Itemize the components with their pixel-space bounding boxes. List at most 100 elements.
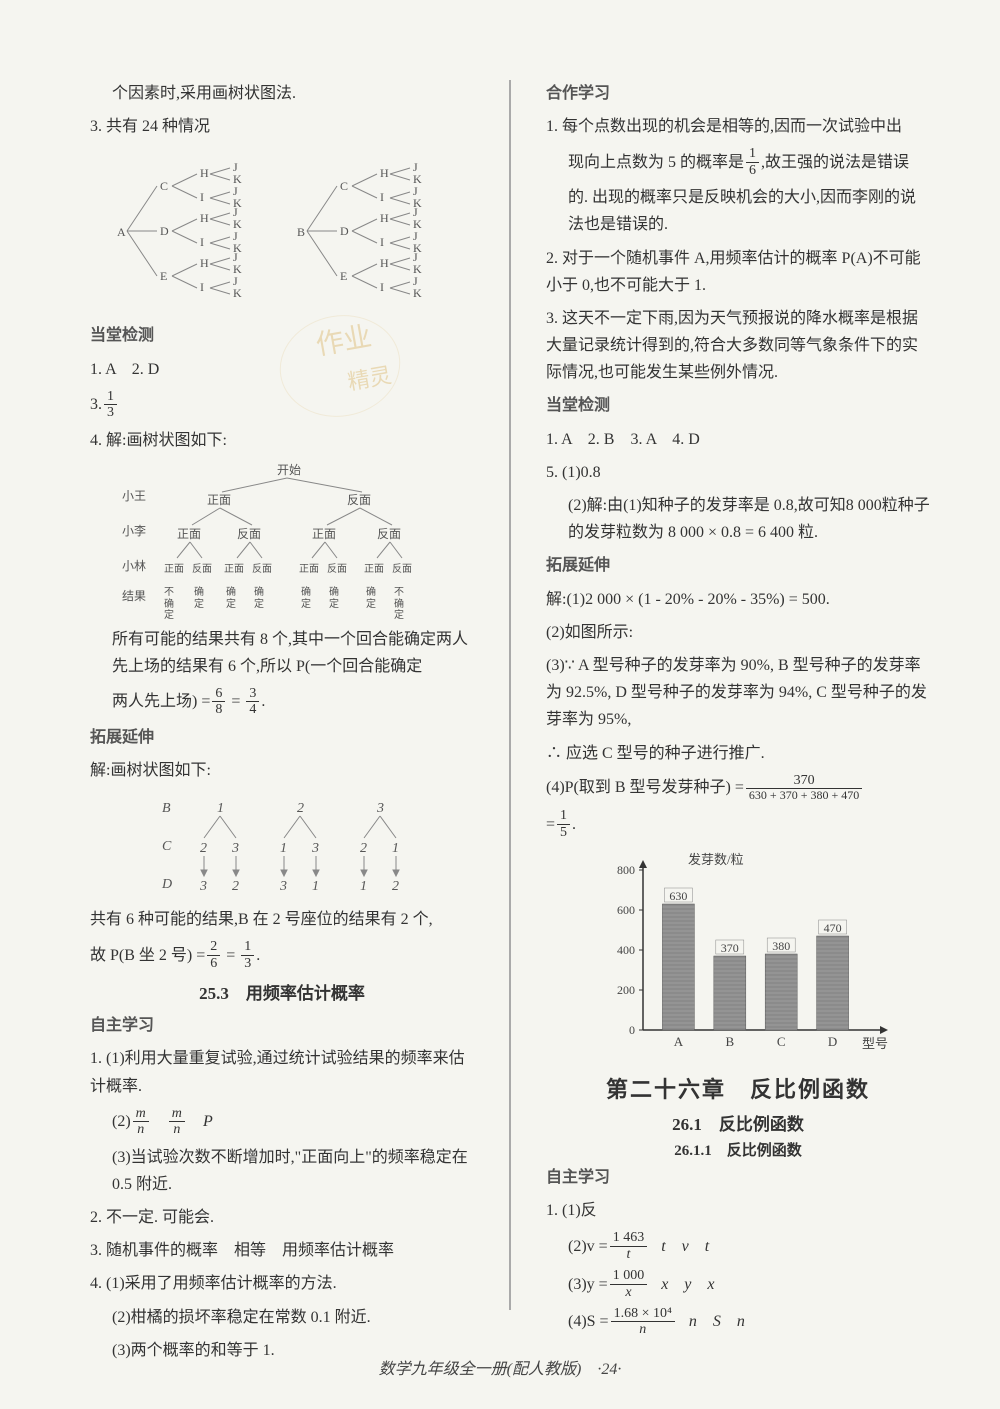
tz-2: (2)如图所示: [546,619,930,646]
svg-text:结果: 结果 [122,589,146,603]
zz-1-4-r: (4)S = 1.68 × 10⁴n n S n [546,1306,930,1338]
svg-text:不: 不 [394,587,404,598]
svg-text:正面: 正面 [364,564,384,575]
tz-text1: 共有 6 种可能的结果,B 在 2 号座位的结果有 2 个, [90,906,474,933]
svg-text:1: 1 [392,841,399,856]
frac-num: 1 [557,808,570,824]
zz-1-1: 1. (1)利用大量重复试验,通过统计试验结果的频率来估计概率. [90,1045,474,1099]
svg-text:800: 800 [617,863,635,877]
tree-diagram-2: 开始 小王 小李 小林 结果 正面 反面 正面 反面 正面 反面 正面反面 [102,460,462,620]
frac-num: m [133,1106,149,1122]
bar-chart: 发芽数/粒型号0200400600800630A370B380C470D [588,850,888,1060]
prefix: (4)S = [568,1308,609,1335]
equals: = [227,688,244,715]
svg-text:小李: 小李 [122,523,146,538]
prefix: (3)y = [568,1271,608,1298]
svg-text:2: 2 [360,841,367,856]
dt-q3: 3. 13 [90,389,474,421]
zz-1-1-r: 1. (1)反 [546,1197,930,1224]
svg-text:2: 2 [232,879,239,894]
svg-text:定: 定 [226,597,236,610]
svg-text:C: C [340,179,348,193]
svg-text:3: 3 [199,879,207,894]
frac-num: 3 [246,686,259,702]
frac-den: n [133,1122,149,1137]
svg-text:1: 1 [280,841,287,856]
svg-text:I: I [380,280,384,294]
dangtang-title: 当堂检测 [90,322,474,349]
svg-text:确: 确 [254,585,264,598]
suffix: ,故王强的说法是错误 [761,149,909,176]
svg-text:2: 2 [200,841,207,856]
zz-4-1: 4. (1)采用了用频率估计概率的方法. [90,1270,474,1297]
period: . [256,942,260,969]
svg-text:B: B [162,801,171,816]
prefix: 故 P(B 坐 2 号) = [90,942,205,969]
svg-text:确: 确 [301,585,311,598]
zz-1-2: (2) mn mn P [90,1106,474,1138]
svg-text:A: A [674,1034,684,1049]
svg-text:630: 630 [669,889,687,903]
svg-text:470: 470 [824,921,842,935]
svg-text:K: K [233,286,242,300]
frac-num: 1 463 [610,1230,648,1246]
tz-4: (4)P(取到 B 型号发芽种子) = 370630 + 370 + 380 +… [546,773,930,803]
svg-text:D: D [340,224,349,238]
svg-text:小林: 小林 [122,559,146,573]
hezuo-title: 合作学习 [546,80,930,107]
period: . [261,688,265,715]
q3-text: 3. 共有 24 种情况 [90,113,474,140]
tz-intro: 解:画树状图如下: [90,757,474,784]
svg-text:370: 370 [721,941,739,955]
frac-den: t [610,1247,648,1262]
svg-text:I: I [200,235,204,249]
prefix: 现向上点数为 5 的概率是 [568,149,744,176]
svg-text:定: 定 [194,597,204,610]
svg-text:400: 400 [617,943,635,957]
tuozhan-title: 拓展延伸 [90,724,474,751]
frac-num: 370 [746,773,862,789]
svg-text:H: H [200,211,209,225]
svg-text:反面: 反面 [392,563,412,575]
bar-chart-container: 发芽数/粒型号0200400600800630A370B380C470D [546,850,930,1060]
svg-text:380: 380 [772,939,790,953]
prefix: (2)v = [568,1233,608,1260]
svg-text:B: B [297,225,305,239]
period: . [572,811,576,838]
dt-answers: 1. A 2. D [90,356,474,383]
svg-text:正面: 正面 [177,527,201,541]
zz-2: 2. 不一定. 可能会. [90,1204,474,1231]
svg-text:小王: 小王 [122,489,146,503]
intro-tail: 个因素时,采用画树状图法. [90,80,474,107]
hz-1c: 的. 出现的概率只是反映机会的大小,因而李刚的说法也是错误的. [546,184,930,238]
prefix: 两人先上场) = [112,688,210,715]
column-divider [509,80,511,1310]
svg-text:正面: 正面 [224,564,244,575]
frac-den: 5 [557,825,570,840]
frac-den: 6 [207,956,220,971]
frac-num: m [169,1106,185,1122]
svg-text:D: D [161,877,172,892]
svg-text:反面: 反面 [327,563,347,575]
svg-text:H: H [380,211,389,225]
svg-text:定: 定 [164,608,174,620]
frac-num: 1 [241,939,254,955]
hz-2: 2. 对于一个随机事件 A,用频率估计的概率 P(A)不可能小于 0,也不可能大… [546,245,930,299]
svg-text:反面: 反面 [252,563,272,575]
svg-text:正面: 正面 [312,527,336,541]
frac-den: 3 [241,956,254,971]
svg-text:200: 200 [617,983,635,997]
svg-text:A: A [117,225,126,239]
zz-1-3: (3)当试验次数不断增加时,"正面向上"的频率稳定在 0.5 附近. [90,1144,474,1198]
prefix: = [546,811,555,838]
svg-text:确: 确 [194,585,204,598]
frac-den: 3 [104,405,117,420]
svg-text:反面: 反面 [377,527,401,541]
svg-text:定: 定 [301,597,311,610]
tz-1: 解:(1)2 000 × (1 - 20% - 20% - 35%) = 500… [546,586,930,613]
frac-den: x [610,1285,648,1300]
prefix: (4)P(取到 B 型号发芽种子) = [546,774,744,801]
equals: = [222,942,239,969]
zz-1-2-r: (2)v = 1 463t t v t [546,1230,930,1262]
tree-diagram-3: B C D 1 2 3 23 13 21 32 31 12 [132,790,432,900]
